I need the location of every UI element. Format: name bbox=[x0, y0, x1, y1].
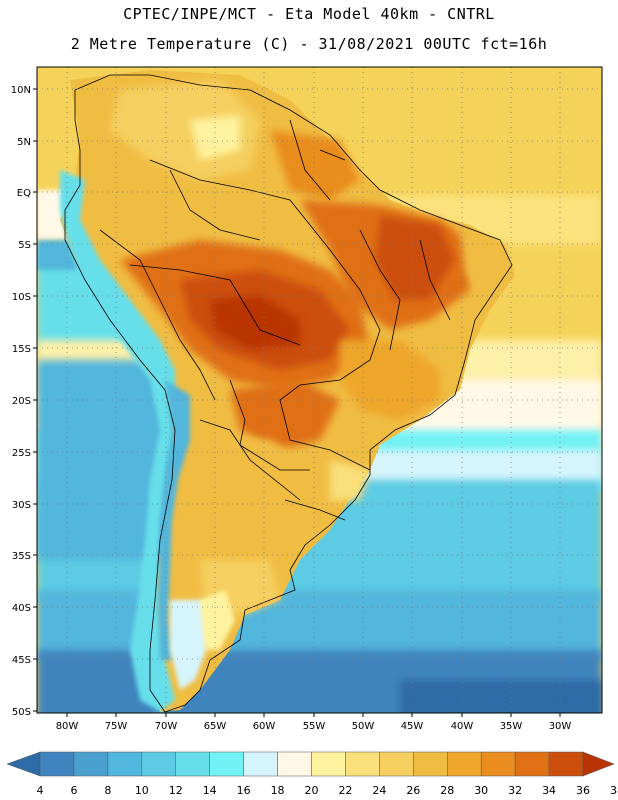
lat-label: 20S bbox=[12, 396, 31, 407]
colorbar-segments bbox=[6, 751, 615, 777]
colorbar-tick-label: 6 bbox=[70, 784, 77, 797]
lon-label: 35W bbox=[500, 721, 523, 732]
lat-label: 15S bbox=[12, 344, 31, 355]
colorbar-tick-label: 34 bbox=[542, 784, 556, 797]
colorbar-tick-label: 36 bbox=[576, 784, 590, 797]
colorbar-labels: 4 6 8 10 12 14 16 18 20 22 24 26 28 30 32 34 36 38 bbox=[37, 784, 618, 797]
colorbar-segment bbox=[345, 751, 380, 777]
map-frame bbox=[36, 66, 603, 714]
lat-label: 10N bbox=[11, 85, 31, 96]
colorbar-tick-label: 10 bbox=[135, 784, 149, 797]
lon-label: 55W bbox=[303, 721, 326, 732]
lat-label: 45S bbox=[12, 655, 31, 666]
chart-subtitle: 2 Metre Temperature (C) - 31/08/2021 00U… bbox=[70, 35, 548, 53]
colorbar-segment bbox=[413, 751, 448, 777]
colorbar-segment bbox=[447, 751, 482, 777]
colorbar-tick-label: 20 bbox=[305, 784, 319, 797]
colorbar-tick-label: 22 bbox=[338, 784, 352, 797]
colorbar-segment bbox=[107, 751, 143, 777]
lon-label: 45W bbox=[401, 721, 424, 732]
colorbar-segment bbox=[379, 751, 414, 777]
colorbar-segment bbox=[209, 751, 244, 777]
lat-label: 5N bbox=[17, 137, 31, 148]
lon-label: 70W bbox=[155, 721, 178, 732]
grid-lines bbox=[37, 67, 602, 713]
axis-ticks bbox=[33, 88, 561, 717]
colorbar-tick-label: 14 bbox=[203, 784, 217, 797]
colorbar-tick-label: 38 bbox=[610, 784, 618, 797]
lon-label: 40W bbox=[451, 721, 474, 732]
lat-label: 35S bbox=[12, 551, 31, 562]
colorbar-tick-label: 28 bbox=[440, 784, 454, 797]
colorbar-segment bbox=[277, 751, 312, 777]
colorbar-segment bbox=[141, 751, 176, 777]
colorbar-segment bbox=[548, 751, 584, 777]
lat-axis: 10N 5N EQ 5S 10S 15S 20S 25S 30S 35S 40S… bbox=[11, 85, 31, 718]
colorbar-tick-label: 32 bbox=[508, 784, 522, 797]
colorbar-tick-label: 8 bbox=[104, 784, 111, 797]
lon-label: 50W bbox=[352, 721, 375, 732]
lat-label: 10S bbox=[12, 292, 31, 303]
lon-label: 80W bbox=[56, 721, 79, 732]
lon-label: 75W bbox=[105, 721, 128, 732]
colorbar-tick-label: 18 bbox=[271, 784, 285, 797]
colorbar-segment bbox=[480, 751, 516, 777]
lon-label: 30W bbox=[549, 721, 572, 732]
colorbar: 4 6 8 10 12 14 16 18 20 22 24 26 28 30 32 34 36 38 bbox=[6, 751, 618, 797]
colorbar-tick-label: 30 bbox=[474, 784, 488, 797]
colorbar-low-arrow bbox=[6, 751, 41, 777]
colorbar-tick-label: 26 bbox=[406, 784, 420, 797]
colorbar-tick-label: 4 bbox=[37, 784, 44, 797]
lon-label: 65W bbox=[204, 721, 227, 732]
lat-label: 5S bbox=[18, 240, 31, 251]
lat-label: 30S bbox=[12, 500, 31, 511]
colorbar-tick-label: 12 bbox=[169, 784, 183, 797]
colorbar-segment bbox=[175, 751, 210, 777]
colorbar-high-arrow bbox=[582, 751, 615, 777]
colorbar-segment bbox=[73, 751, 109, 777]
chart-title: CPTEC/INPE/MCT - Eta Model 40km - CNTRL bbox=[123, 5, 495, 23]
colorbar-tick-label: 24 bbox=[372, 784, 386, 797]
lat-label: EQ bbox=[17, 188, 31, 199]
colorbar-segment bbox=[39, 751, 75, 777]
lat-label: 40S bbox=[12, 603, 31, 614]
lat-label: 25S bbox=[12, 448, 31, 459]
colorbar-segment bbox=[311, 751, 346, 777]
colorbar-tick-label: 16 bbox=[237, 784, 251, 797]
lat-label: 50S bbox=[12, 707, 31, 718]
map-field bbox=[37, 67, 602, 713]
country-borders bbox=[64, 74, 513, 713]
colorbar-segment bbox=[243, 751, 278, 777]
lon-label: 60W bbox=[253, 721, 276, 732]
lon-axis: 80W 75W 70W 65W 60W 55W 50W 45W 40W 35W … bbox=[56, 721, 572, 732]
colorbar-segment bbox=[514, 751, 550, 777]
